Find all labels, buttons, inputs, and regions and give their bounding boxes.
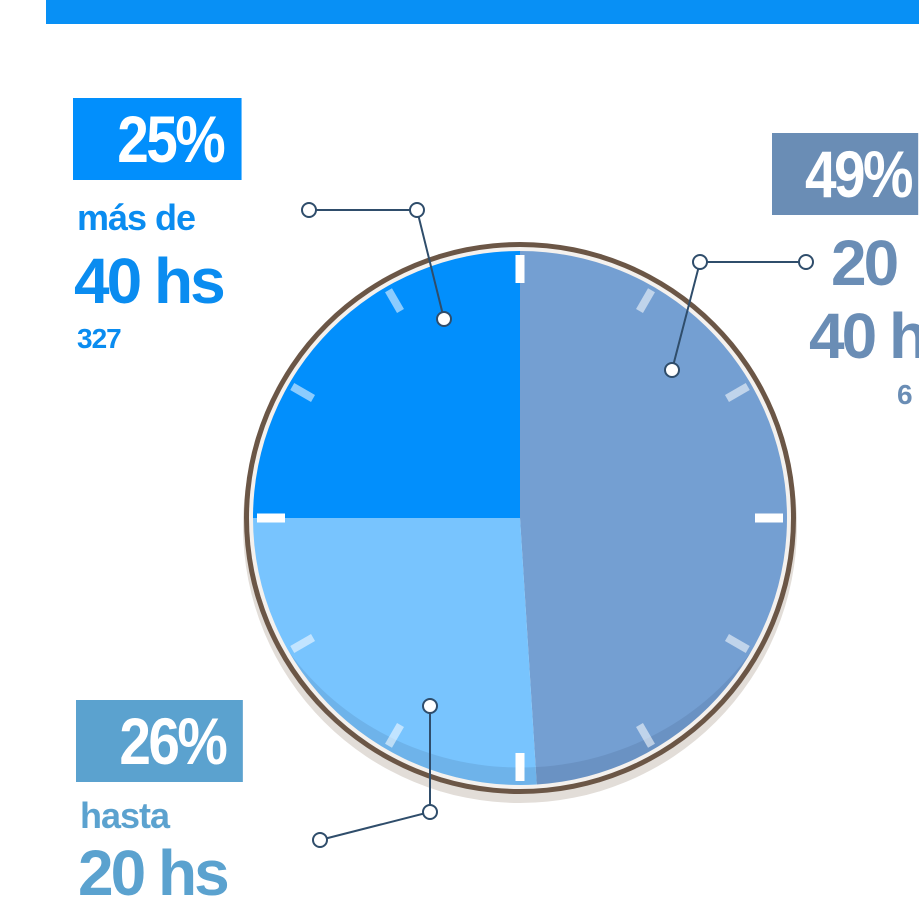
slice-label-line2-1: 40 hs bbox=[809, 300, 919, 372]
slice-count-1: 6 bbox=[897, 379, 913, 410]
slice-label-line1-1: 20 bbox=[831, 227, 899, 299]
clock-tick-4 bbox=[724, 634, 750, 653]
slice-label-line1-0: más de bbox=[77, 197, 196, 238]
slice-percent-label-0: 25% bbox=[117, 102, 225, 176]
leader-dot-2-1 bbox=[422, 804, 438, 820]
slice-percent-box-2: 26% bbox=[76, 700, 243, 782]
clock-tick-8 bbox=[290, 634, 316, 653]
leader-dot-0-0 bbox=[436, 311, 452, 327]
leader-dot-0-1 bbox=[409, 202, 425, 218]
slice-label-line2-0: 40 hs bbox=[74, 245, 226, 317]
pie-clock-chart bbox=[243, 202, 814, 848]
slice-label-line2-2: 20 hs bbox=[78, 837, 230, 909]
slice-count-0: 327 bbox=[77, 323, 122, 354]
clock-tick-7 bbox=[385, 722, 404, 748]
pie-slice-0 bbox=[253, 251, 520, 518]
leader-dot-0-2 bbox=[301, 202, 317, 218]
slice-percent-label-2: 26% bbox=[119, 704, 227, 778]
slice-percent-box-1: 49% bbox=[772, 133, 919, 215]
pie-slice-1 bbox=[520, 251, 788, 785]
leader-dot-1-1 bbox=[692, 254, 708, 270]
slice-percent-label-1: 49% bbox=[805, 137, 913, 211]
slice-percent-box-0: 25% bbox=[73, 98, 242, 180]
slice-label-line1-2: hasta bbox=[80, 795, 170, 836]
leader-dot-2-2 bbox=[312, 832, 328, 848]
leader-dot-2-0 bbox=[422, 698, 438, 714]
clock-tick-5 bbox=[636, 722, 655, 748]
clock-tick-10 bbox=[290, 383, 316, 402]
leader-dot-1-0 bbox=[664, 362, 680, 378]
pie-slice-2 bbox=[253, 518, 537, 785]
top-banner-bar bbox=[46, 0, 919, 24]
clock-inner-shadow bbox=[288, 651, 752, 785]
leader-dot-1-2 bbox=[798, 254, 814, 270]
clock-tick-2 bbox=[724, 383, 750, 402]
clock-tick-1 bbox=[636, 288, 655, 314]
clock-tick-11 bbox=[385, 288, 404, 314]
